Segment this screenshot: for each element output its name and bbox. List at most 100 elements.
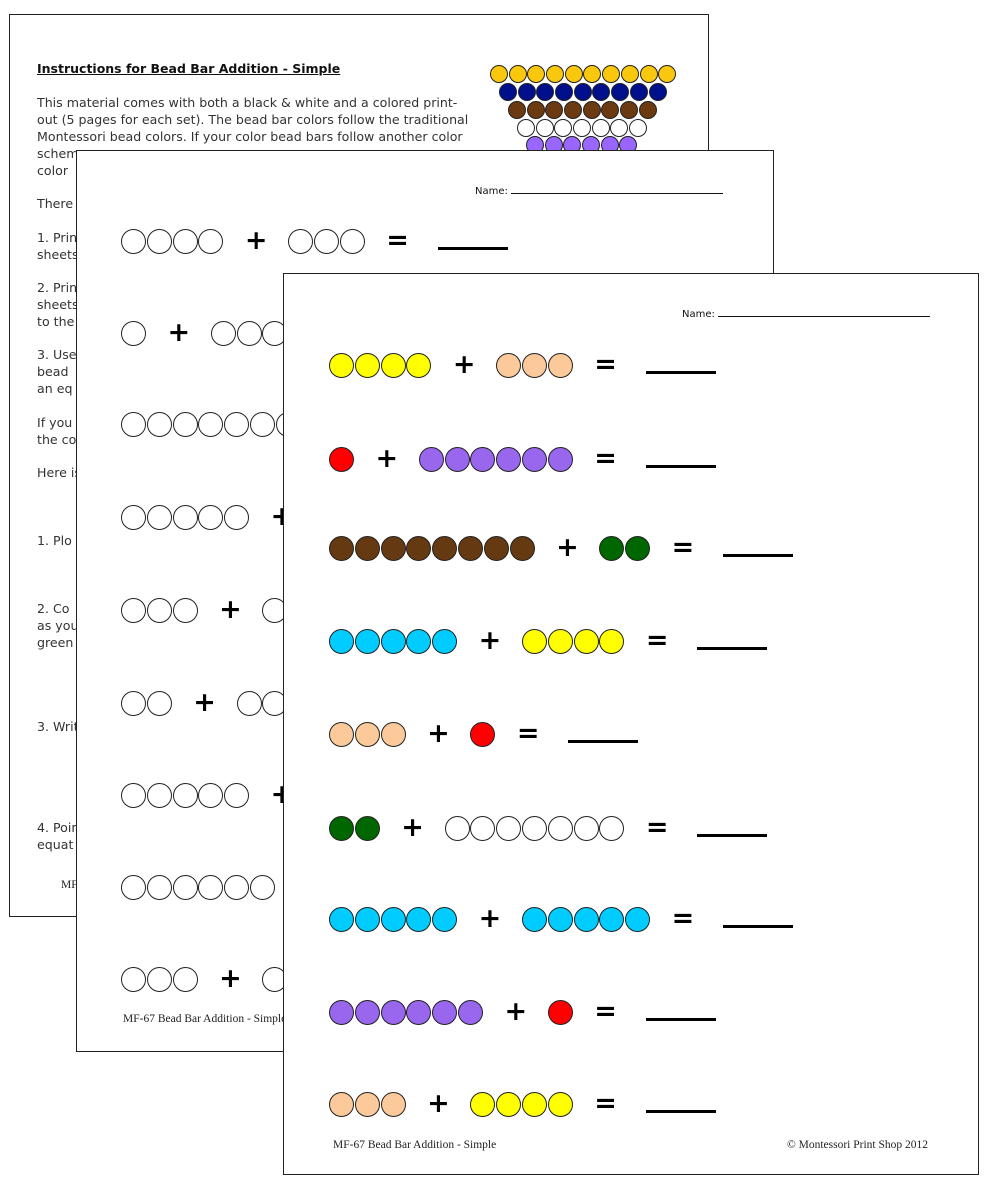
bead xyxy=(406,906,432,932)
bead xyxy=(380,999,406,1025)
bead xyxy=(625,535,651,561)
bead xyxy=(521,906,547,932)
bead xyxy=(573,119,592,137)
bead xyxy=(146,782,172,808)
addition-problem: += xyxy=(121,226,508,256)
bead xyxy=(573,906,599,932)
bead xyxy=(354,535,380,561)
bead-bar xyxy=(470,1091,573,1117)
bead xyxy=(249,874,275,900)
bead xyxy=(329,1091,354,1117)
bead xyxy=(547,352,573,378)
footer-title: MF-67 Bead Bar Addition - Simple xyxy=(123,1013,287,1025)
answer-blank[interactable] xyxy=(697,633,768,650)
answer-blank[interactable] xyxy=(645,1096,716,1113)
equals-sign: = xyxy=(594,996,617,1027)
bead xyxy=(380,535,406,561)
bead xyxy=(517,83,536,101)
bead xyxy=(146,597,172,623)
addition-problem: += xyxy=(329,444,716,474)
bead-bar xyxy=(470,721,496,747)
bead xyxy=(547,1091,573,1117)
bead xyxy=(508,101,526,119)
bead xyxy=(198,411,224,437)
plus-sign: + xyxy=(427,1088,450,1119)
bead xyxy=(380,352,406,378)
bead-bar xyxy=(121,874,276,900)
bead xyxy=(490,65,508,83)
instruction-line: 1. Print xyxy=(37,230,82,245)
answer-blank[interactable] xyxy=(437,233,508,250)
bead xyxy=(521,1091,547,1117)
instruction-line: 3. Use xyxy=(37,347,77,362)
bead xyxy=(329,628,354,654)
bead xyxy=(121,782,146,808)
bead-bar xyxy=(496,352,573,378)
bead xyxy=(629,83,648,101)
answer-blank[interactable] xyxy=(645,357,716,374)
plus-sign: + xyxy=(452,349,476,380)
bead-bar xyxy=(121,228,224,254)
name-field[interactable]: Name: xyxy=(475,183,723,197)
bead xyxy=(547,815,573,841)
answer-blank[interactable] xyxy=(645,1004,716,1021)
bead xyxy=(172,874,198,900)
bead-bar xyxy=(329,446,355,472)
plus-sign: + xyxy=(478,625,502,656)
bead-bar xyxy=(288,228,365,254)
bead xyxy=(432,999,458,1025)
equals-sign: = xyxy=(594,443,617,474)
instruction-line: This material comes with both a black & … xyxy=(37,95,458,110)
instruction-line: scheme xyxy=(37,146,87,161)
equals-sign: = xyxy=(516,718,540,749)
addition-problem: += xyxy=(329,625,768,656)
bead xyxy=(354,906,380,932)
bead xyxy=(547,999,573,1025)
answer-blank[interactable] xyxy=(697,820,768,837)
bead-bar xyxy=(121,320,147,346)
bead xyxy=(521,628,547,654)
bead xyxy=(496,446,522,472)
bead xyxy=(121,320,146,346)
bead xyxy=(210,320,236,346)
bead xyxy=(444,446,470,472)
instruction-line: green xyxy=(37,635,74,650)
bead xyxy=(583,65,602,83)
bead xyxy=(329,815,354,841)
bead-bar xyxy=(599,535,651,561)
bead xyxy=(380,1091,406,1117)
bead xyxy=(329,446,354,472)
instruction-line: the co xyxy=(37,432,77,447)
bead xyxy=(620,65,639,83)
bead xyxy=(236,690,262,716)
bead xyxy=(224,411,250,437)
bead xyxy=(599,535,625,561)
bead xyxy=(329,906,354,932)
bead xyxy=(146,228,172,254)
bead xyxy=(121,228,146,254)
instruction-line: sheets xyxy=(37,297,79,312)
bead xyxy=(591,119,610,137)
bead xyxy=(329,535,354,561)
bead xyxy=(329,352,354,378)
bead-bar xyxy=(444,815,626,841)
equals-sign: = xyxy=(594,349,617,380)
answer-blank[interactable] xyxy=(722,911,793,928)
answer-blank[interactable] xyxy=(645,451,716,468)
answer-blank[interactable] xyxy=(568,726,639,743)
bead xyxy=(496,815,522,841)
bead xyxy=(535,119,554,137)
instruction-line: to the xyxy=(37,314,75,329)
name-field[interactable]: Name: xyxy=(682,306,930,320)
bead xyxy=(380,906,406,932)
instruction-line: an eq xyxy=(37,381,73,396)
bead xyxy=(380,628,406,654)
bead xyxy=(536,83,555,101)
bead xyxy=(545,101,564,119)
bead xyxy=(599,815,625,841)
bead xyxy=(555,83,574,101)
answer-blank[interactable] xyxy=(722,540,793,557)
bead xyxy=(470,721,496,747)
footer-label: MF xyxy=(61,879,78,891)
bead-bar xyxy=(121,504,250,530)
